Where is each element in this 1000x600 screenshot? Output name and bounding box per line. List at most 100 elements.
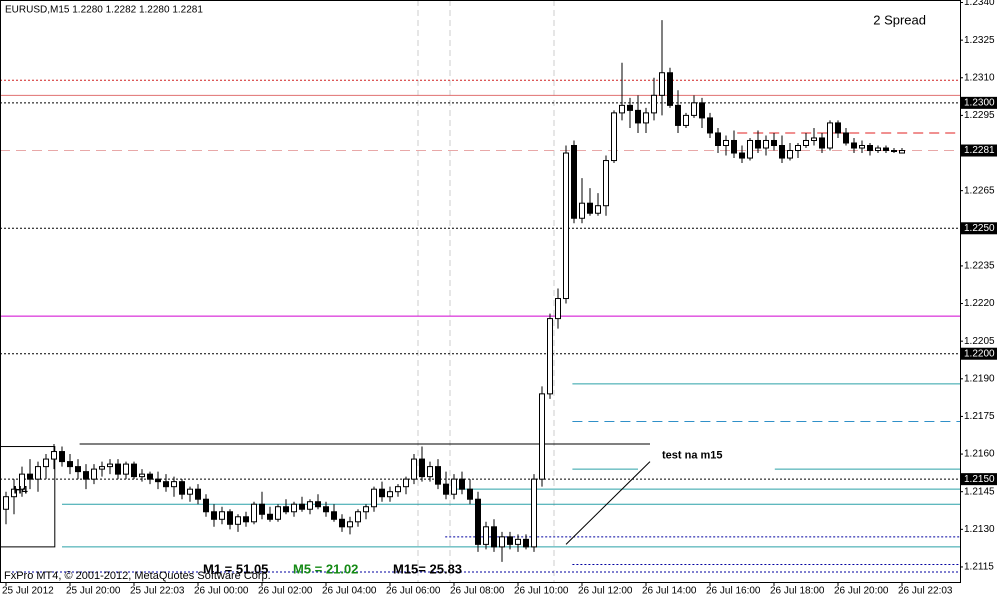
trendline xyxy=(565,461,651,545)
candle-body xyxy=(499,536,505,548)
candle-body xyxy=(171,481,177,488)
candle-body xyxy=(75,466,81,473)
candle-body xyxy=(147,473,153,480)
candle-body xyxy=(883,147,889,152)
candle-body xyxy=(859,145,865,149)
candle-body xyxy=(59,451,65,463)
candle-body xyxy=(91,468,97,480)
x-tick-label: 26 Jul 02:00 xyxy=(258,586,313,597)
candle-body xyxy=(371,488,377,508)
candle-body xyxy=(899,150,905,154)
candle-body xyxy=(771,139,777,146)
candle-body xyxy=(187,488,193,495)
y-tick-label: 1.2205 xyxy=(964,336,995,347)
y-tick-label: 1.2325 xyxy=(964,35,995,46)
price-label-box xyxy=(961,144,997,157)
candle-body xyxy=(267,513,273,520)
candle-body xyxy=(315,501,321,508)
candle-body xyxy=(539,393,545,480)
trendline-label: test na m15 xyxy=(662,449,723,461)
price-label: 1.2200 xyxy=(964,348,995,359)
candle-body xyxy=(115,463,121,475)
y-tick-label: 1.2235 xyxy=(964,261,995,272)
price-label-box xyxy=(961,222,997,235)
candle-body xyxy=(811,137,817,141)
price-label: 1.2250 xyxy=(964,223,995,234)
candle-body xyxy=(715,132,721,146)
candle-body xyxy=(67,461,73,468)
candle-body xyxy=(11,488,17,498)
candle-body xyxy=(355,511,361,523)
candle-body xyxy=(427,466,433,478)
candle-body xyxy=(523,538,529,548)
candle-body xyxy=(243,516,249,523)
candle-body xyxy=(619,104,625,114)
candle-body xyxy=(643,112,649,124)
candle-body xyxy=(891,150,897,153)
candle-body xyxy=(227,511,233,525)
x-tick-label: 26 Jul 22:03 xyxy=(898,586,953,597)
candle-body xyxy=(363,506,369,513)
candle-body xyxy=(731,139,737,154)
candle-body xyxy=(331,511,337,520)
candle-body xyxy=(443,483,449,495)
x-tick-label: 26 Jul 16:00 xyxy=(706,586,761,597)
candle-body xyxy=(819,137,825,149)
candle-body xyxy=(339,518,345,528)
candle-body xyxy=(515,538,521,545)
candle-body xyxy=(3,496,9,510)
candle-body xyxy=(723,139,729,146)
candle-body xyxy=(195,488,201,500)
indicator: M15= 25.83 xyxy=(393,561,462,576)
plot-frame xyxy=(0,0,961,583)
h4-label: H4 xyxy=(14,484,29,496)
y-tick-label: 1.2220 xyxy=(964,298,995,309)
candle-body xyxy=(51,451,57,460)
candle-body xyxy=(491,526,497,548)
x-tick-label: 26 Jul 12:00 xyxy=(578,586,633,597)
candle-body xyxy=(323,506,329,513)
indicator: M1 = 51.05 xyxy=(203,561,268,576)
price-label: 1.2150 xyxy=(964,474,995,485)
y-tick-label: 1.2190 xyxy=(964,373,995,384)
candle-body xyxy=(835,122,841,134)
x-tick-label: 26 Jul 18:00 xyxy=(770,586,825,597)
candle-body xyxy=(763,139,769,149)
candle-body xyxy=(795,145,801,152)
candle-body xyxy=(107,463,113,468)
candle-body xyxy=(755,139,761,149)
plot xyxy=(0,20,960,573)
candle-body xyxy=(483,526,489,545)
y-tick-label: 1.2310 xyxy=(964,72,995,83)
candle-body xyxy=(219,511,225,520)
candle-body xyxy=(299,503,305,510)
candle-body xyxy=(123,463,129,475)
candle-body xyxy=(547,318,553,395)
candle-body xyxy=(435,466,441,485)
candle-body xyxy=(867,145,873,152)
price-label-box xyxy=(961,96,997,109)
indicator: M5 = 21.02 xyxy=(293,561,358,576)
candle-body xyxy=(651,94,657,114)
candle-body xyxy=(683,114,689,126)
candle-body xyxy=(387,491,393,498)
candle-body xyxy=(163,481,169,488)
candle-body xyxy=(307,501,313,510)
x-tick-label: 26 Jul 00:00 xyxy=(194,586,249,597)
candle-body xyxy=(235,516,241,525)
candle-body xyxy=(419,458,425,478)
candle-body xyxy=(27,473,33,480)
candle-body xyxy=(283,506,289,513)
y-tick-label: 1.2340 xyxy=(964,0,995,8)
candle-body xyxy=(739,152,745,159)
candle-body xyxy=(155,478,161,483)
candle-body xyxy=(587,202,593,214)
candle-body xyxy=(275,506,281,520)
candle-body xyxy=(747,139,753,159)
candle-body xyxy=(611,112,617,162)
x-tick-label: 25 Jul 2012 xyxy=(2,586,54,597)
candle-body xyxy=(659,72,665,96)
x-tick-label: 26 Jul 06:00 xyxy=(386,586,441,597)
candle-body xyxy=(459,478,465,490)
